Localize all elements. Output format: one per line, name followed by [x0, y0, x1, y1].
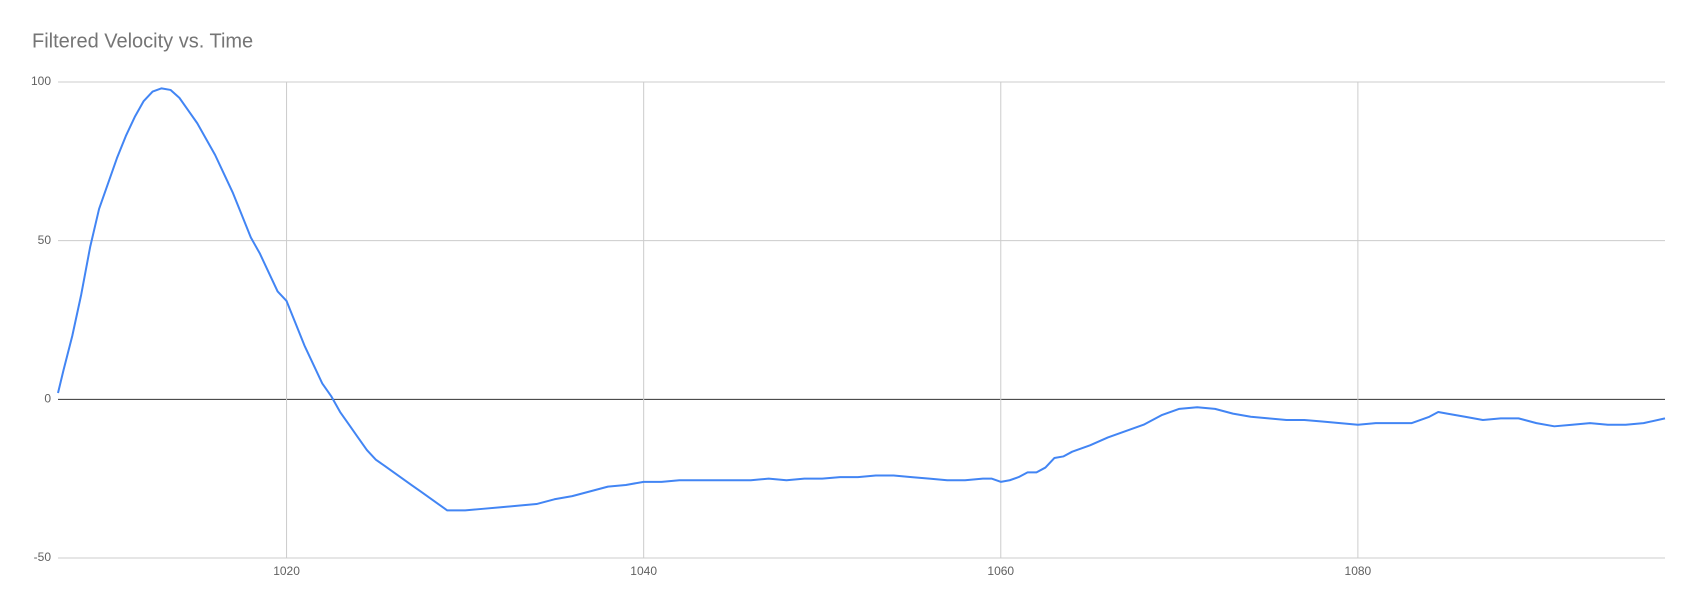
chart-title: Filtered Velocity vs. Time	[32, 30, 253, 52]
x-tick-label: 1020	[273, 564, 300, 578]
y-tick-label: 0	[44, 392, 51, 406]
x-tick-label: 1080	[1345, 564, 1372, 578]
y-tick-label: -50	[34, 550, 52, 564]
y-tick-label: 100	[31, 74, 51, 88]
x-tick-label: 1040	[630, 564, 657, 578]
y-tick-label: 50	[38, 233, 52, 247]
x-tick-label: 1060	[987, 564, 1014, 578]
line	[57, 87, 1666, 512]
